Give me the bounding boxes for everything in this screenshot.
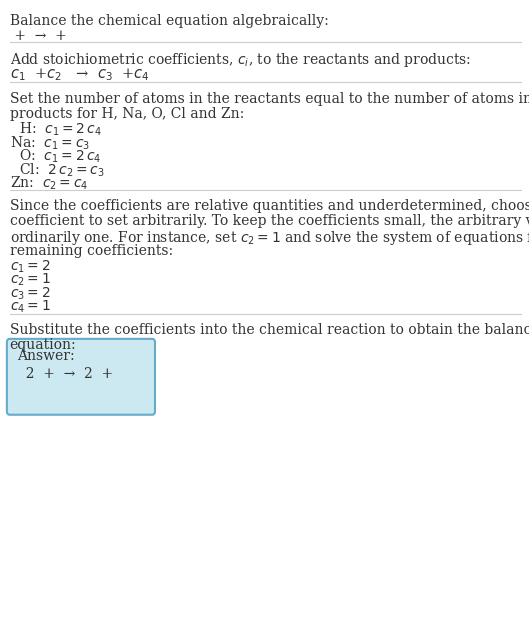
Text: ordinarily one. For instance, set $c_2 = 1$ and solve the system of equations fo: ordinarily one. For instance, set $c_2 =… <box>10 229 529 247</box>
Text: $c_1$  +$c_2$   →  $c_3$  +$c_4$: $c_1$ +$c_2$ → $c_3$ +$c_4$ <box>10 66 149 83</box>
Text: Na:  $c_1 = c_3$: Na: $c_1 = c_3$ <box>10 134 90 152</box>
Text: $c_3 = 2$: $c_3 = 2$ <box>10 285 50 302</box>
Text: +  →  +: + → + <box>10 29 71 43</box>
Text: Cl:  $2\,c_2 = c_3$: Cl: $2\,c_2 = c_3$ <box>19 161 104 179</box>
Text: $c_2 = 1$: $c_2 = 1$ <box>10 272 50 289</box>
Text: Add stoichiometric coefficients, $c_i$, to the reactants and products:: Add stoichiometric coefficients, $c_i$, … <box>10 51 471 69</box>
Text: equation:: equation: <box>10 338 76 352</box>
Text: Answer:: Answer: <box>17 349 75 363</box>
Text: H:  $c_1 = 2\,c_4$: H: $c_1 = 2\,c_4$ <box>19 121 102 138</box>
Text: $c_1 = 2$: $c_1 = 2$ <box>10 258 50 275</box>
Text: Since the coefficients are relative quantities and underdetermined, choose a: Since the coefficients are relative quan… <box>10 199 529 213</box>
Text: Balance the chemical equation algebraically:: Balance the chemical equation algebraica… <box>10 14 329 28</box>
Text: remaining coefficients:: remaining coefficients: <box>10 244 172 258</box>
Text: O:  $c_1 = 2\,c_4$: O: $c_1 = 2\,c_4$ <box>19 148 101 165</box>
Text: 2  +  →  2  +: 2 + → 2 + <box>17 367 114 381</box>
Text: Substitute the coefficients into the chemical reaction to obtain the balanced: Substitute the coefficients into the che… <box>10 323 529 338</box>
Text: Zn:  $c_2 = c_4$: Zn: $c_2 = c_4$ <box>10 175 88 192</box>
Text: coefficient to set arbitrarily. To keep the coefficients small, the arbitrary va: coefficient to set arbitrarily. To keep … <box>10 214 529 228</box>
Text: Set the number of atoms in the reactants equal to the number of atoms in the: Set the number of atoms in the reactants… <box>10 92 529 106</box>
Text: $c_4 = 1$: $c_4 = 1$ <box>10 299 50 316</box>
FancyBboxPatch shape <box>7 339 155 415</box>
Text: products for H, Na, O, Cl and Zn:: products for H, Na, O, Cl and Zn: <box>10 107 244 121</box>
